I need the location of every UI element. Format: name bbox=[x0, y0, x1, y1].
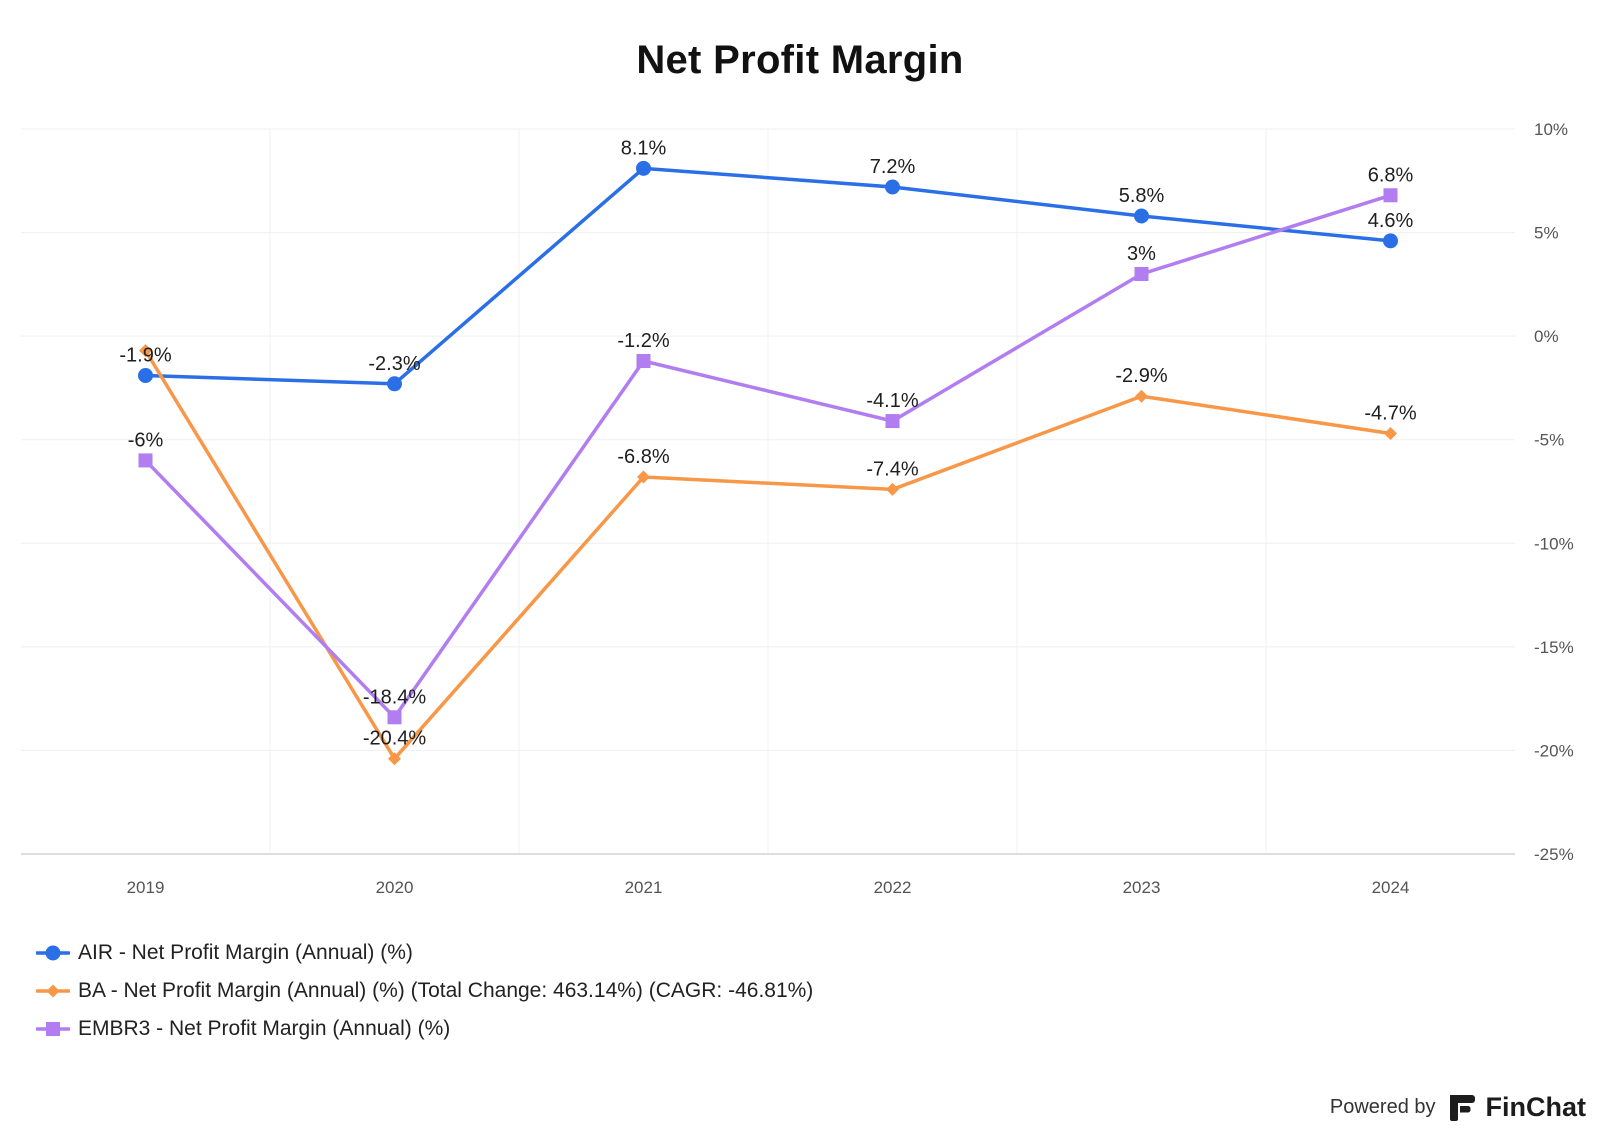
y-tick-label: -5% bbox=[1534, 431, 1564, 450]
x-tick-label: 2021 bbox=[625, 878, 663, 897]
powered-by-text: Powered by bbox=[1329, 1095, 1436, 1118]
legend-point bbox=[46, 984, 60, 998]
legend-item-embr3[interactable]: EMBR3 - Net Profit Margin (Annual) (%) bbox=[36, 1010, 813, 1048]
data-label: -1.2% bbox=[617, 330, 669, 352]
data-label: -7.4% bbox=[866, 458, 918, 480]
series-line bbox=[143, 348, 1393, 761]
data-point-diamond bbox=[1135, 389, 1148, 403]
series-2 bbox=[138, 188, 1398, 725]
data-point-circle bbox=[885, 179, 900, 195]
data-point-diamond bbox=[886, 482, 899, 496]
series-1 bbox=[139, 344, 1397, 766]
legend-label-embr3: EMBR3 - Net Profit Margin (Annual) (%) bbox=[78, 1017, 451, 1040]
data-label: 5.8% bbox=[1119, 185, 1165, 207]
data-point-circle bbox=[636, 160, 651, 176]
x-tick-label: 2023 bbox=[1123, 878, 1161, 897]
legend-point bbox=[45, 945, 61, 961]
data-label: -1.9% bbox=[119, 345, 171, 367]
data-point-square bbox=[636, 354, 651, 368]
powered-by-footer: Powered by FinChat bbox=[1330, 1090, 1586, 1124]
data-point-square bbox=[387, 710, 402, 725]
data-point-circle bbox=[1134, 208, 1149, 224]
data-point-diamond bbox=[1384, 427, 1397, 440]
finchat-brand-link[interactable]: FinChat bbox=[1485, 1091, 1587, 1122]
data-point-circle bbox=[138, 368, 153, 383]
chart-title: Net Profit Margin bbox=[636, 38, 964, 82]
data-label: -20.4% bbox=[363, 728, 427, 750]
data-labels: -1.9% -2.3% 8.1% 7.2% 5.8% 4.6% -20.4% -6.8% -7.… bbox=[119, 137, 1416, 749]
x-tick-label: 2022 bbox=[874, 878, 912, 897]
data-label: -2.3% bbox=[368, 353, 420, 375]
data-point-circle bbox=[1383, 233, 1398, 249]
legend-square-marker-icon bbox=[36, 1022, 70, 1036]
y-tick-label: -20% bbox=[1534, 741, 1574, 760]
legend-point bbox=[46, 1022, 60, 1036]
x-tick-label: 2019 bbox=[127, 878, 165, 897]
data-point-square bbox=[1383, 188, 1398, 203]
y-tick-label: -10% bbox=[1534, 534, 1574, 553]
data-point-square bbox=[1134, 267, 1149, 281]
data-point-circle bbox=[387, 376, 402, 392]
x-tick-label: 2024 bbox=[1372, 878, 1410, 897]
data-label: -6% bbox=[128, 429, 164, 451]
legend: AIR - Net Profit Margin (Annual) (%) BA … bbox=[36, 934, 813, 1048]
y-tick-label: -15% bbox=[1534, 638, 1574, 657]
data-point-square bbox=[885, 414, 900, 429]
data-point-square bbox=[138, 453, 153, 468]
y-tick-label: 0% bbox=[1534, 327, 1559, 346]
y-tick-label: -25% bbox=[1534, 845, 1574, 864]
series-0 bbox=[138, 160, 1398, 392]
data-point-diamond bbox=[637, 470, 650, 484]
legend-diamond-marker-icon bbox=[36, 984, 70, 998]
y-tick-label: 10% bbox=[1534, 120, 1568, 139]
line-chart: 10% 5% 0% -5% -10% -15% -20% -25% 2019 2020 2021 20… bbox=[21, 120, 1574, 897]
data-point-diamond bbox=[388, 752, 401, 766]
data-label: -4.1% bbox=[866, 390, 918, 412]
series-line bbox=[143, 166, 1393, 386]
y-tick-label: 5% bbox=[1534, 224, 1559, 243]
data-point-diamond bbox=[139, 344, 152, 358]
gridlines bbox=[21, 128, 1515, 855]
data-label: 7.2% bbox=[870, 156, 916, 178]
legend-label-air: AIR - Net Profit Margin (Annual) (%) bbox=[78, 941, 413, 964]
data-label: 8.1% bbox=[621, 137, 667, 159]
legend-item-ba[interactable]: BA - Net Profit Margin (Annual) (%) (Tot… bbox=[36, 972, 813, 1010]
finchat-logo-icon bbox=[1449, 1095, 1475, 1121]
data-label: -6.8% bbox=[617, 446, 669, 468]
data-label: -2.9% bbox=[1115, 365, 1167, 387]
data-label: 6.8% bbox=[1368, 164, 1414, 186]
legend-circle-marker-icon bbox=[36, 945, 70, 961]
data-label: -18.4% bbox=[363, 686, 427, 708]
data-label: -4.7% bbox=[1364, 403, 1416, 425]
legend-label-ba: BA - Net Profit Margin (Annual) (%) (Tot… bbox=[78, 979, 814, 1002]
data-label: 3% bbox=[1127, 243, 1156, 265]
x-tick-label: 2020 bbox=[376, 878, 414, 897]
legend-item-air[interactable]: AIR - Net Profit Margin (Annual) (%) bbox=[36, 934, 813, 972]
data-label: 4.6% bbox=[1368, 210, 1414, 232]
series-line bbox=[143, 193, 1393, 720]
